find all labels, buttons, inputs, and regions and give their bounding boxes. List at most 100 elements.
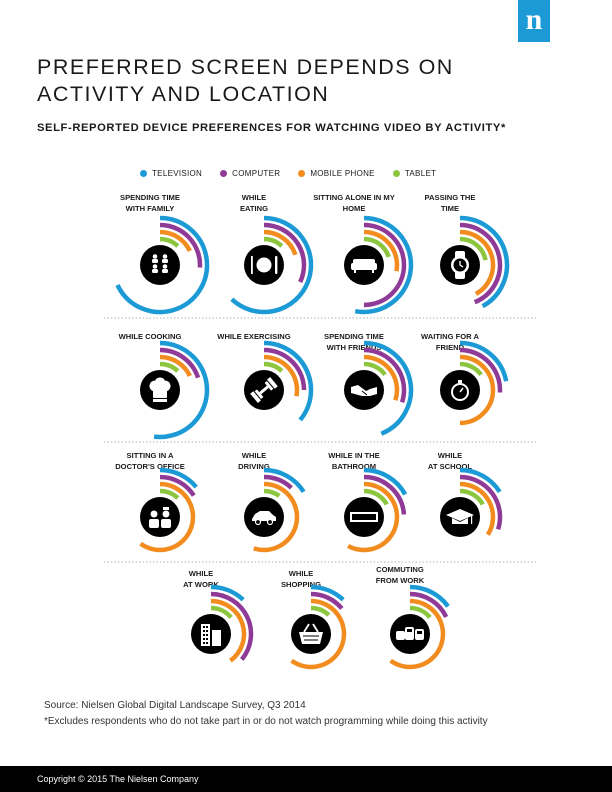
- arc-tablet: [263, 488, 281, 498]
- activity-while-in-the-bathroom: WHILE IN THE BATHROOM: [328, 451, 408, 553]
- arc-tablet: [310, 605, 331, 617]
- activity-label: WHILE AT WORK: [183, 569, 219, 589]
- office-building-icon: [201, 624, 221, 646]
- arc-television: [153, 340, 210, 440]
- arc-computer: [263, 347, 307, 391]
- arc-television: [409, 584, 450, 608]
- arc-mobile-phone: [159, 229, 192, 253]
- arc-mobile-phone: [159, 354, 192, 378]
- arc-television: [115, 215, 210, 315]
- icon-disc: [140, 245, 180, 285]
- arc-tablet: [459, 361, 483, 377]
- arc-computer: [263, 222, 307, 283]
- legend-label-computer: COMPUTER: [232, 168, 281, 178]
- activity-label: PASSING THE TIME: [425, 193, 476, 213]
- activity-label: WHILE IN THE BATHROOM: [328, 451, 379, 471]
- arc-computer: [459, 347, 503, 393]
- arc-tablet: [263, 236, 284, 248]
- arc-television: [354, 215, 414, 315]
- arc-tablet: [263, 361, 284, 373]
- arc-computer: [363, 222, 407, 308]
- arc-computer: [310, 591, 344, 611]
- arc-tablet: [459, 488, 485, 506]
- arc-tablet: [363, 488, 389, 506]
- arc-television: [363, 467, 408, 496]
- arc-mobile-phone: [139, 481, 196, 553]
- activity-label: WHILE COOKING: [119, 332, 182, 341]
- arc-computer: [263, 474, 293, 490]
- arc-computer: [459, 222, 503, 305]
- icon-disc: [140, 497, 180, 537]
- arc-television: [263, 467, 306, 494]
- activity-passing-the-time: PASSING THE TIME: [425, 193, 510, 309]
- arc-television: [459, 467, 502, 494]
- doctor-icon: [149, 507, 171, 528]
- legend-dot-computer: [220, 169, 228, 177]
- legend-dot-tablet: [392, 169, 400, 177]
- arc-tablet: [159, 488, 180, 500]
- arc-mobile-phone: [459, 229, 496, 296]
- page-subtitle: SELF-REPORTED DEVICE PREFERENCES FOR WAT…: [37, 122, 506, 134]
- stopwatch-icon: [451, 380, 469, 401]
- nielsen-logo: n: [518, 0, 550, 42]
- activity-sitting-in-a-doctor-s-office: SITTING IN A DOCTOR'S OFFICE: [115, 451, 198, 553]
- arc-computer: [210, 591, 254, 661]
- arc-tablet: [159, 361, 180, 373]
- activity-label: WHILE EXERCISING: [217, 332, 291, 341]
- sofa-icon: [351, 259, 377, 273]
- legend-item-computer: COMPUTER: [220, 169, 280, 178]
- activity-label: WAITING FOR A FRIEND: [421, 332, 479, 352]
- activity-label: COMMUTING FROM WORK: [376, 565, 425, 585]
- activity-label: WHILE DRIVING: [238, 451, 270, 471]
- arc-computer: [159, 222, 203, 268]
- activity-label: WHILE SHOPPING: [281, 569, 321, 589]
- activity-while-shopping: WHILE SHOPPING: [281, 569, 347, 670]
- watch-icon: [451, 251, 469, 279]
- arc-television: [459, 340, 509, 382]
- activity-while-at-school: WHILE AT SCHOOL: [428, 451, 503, 537]
- activity-label: SPENDING TIME WITH FAMILY: [120, 193, 180, 213]
- legend: TELEVISION COMPUTER MOBILE PHONE TABLET: [140, 166, 436, 180]
- icon-disc: [440, 370, 480, 410]
- chef-hat-icon: [149, 377, 171, 402]
- arc-mobile-phone: [363, 354, 400, 401]
- arc-mobile-phone: [263, 354, 300, 397]
- activity-while-eating: WHILE EATING: [230, 193, 314, 315]
- arc-mobile-phone: [210, 598, 247, 663]
- arc-computer: [363, 347, 407, 404]
- arc-television: [363, 340, 414, 436]
- handshake-icon: [351, 385, 377, 396]
- source-note: Source: Nielsen Global Digital Landscape…: [44, 700, 306, 711]
- activity-label: WHILE EATING: [240, 193, 268, 213]
- legend-item-tablet: TABLET: [392, 168, 437, 178]
- car-icon: [252, 511, 276, 526]
- activity-while-cooking: WHILE COOKING: [119, 332, 210, 440]
- activity-spending-time-with-friends: SPENDING TIME WITH FRIENDS: [324, 332, 414, 436]
- family-icon: [152, 254, 168, 273]
- legend-label-mobile-phone: MOBILE PHONE: [310, 168, 375, 178]
- arc-tablet: [159, 236, 180, 248]
- arc-tablet: [363, 361, 387, 377]
- activity-commuting-from-work: COMMUTING FROM WORK: [376, 565, 450, 670]
- activity-while-exercising: WHILE EXERCISING: [217, 332, 314, 422]
- commute-icon: [396, 627, 424, 640]
- graduation-cap-icon: [446, 509, 474, 524]
- arc-computer: [159, 474, 196, 497]
- activity-label: SITTING IN A DOCTOR'S OFFICE: [115, 451, 185, 471]
- activity-spending-time-with-family: SPENDING TIME WITH FAMILY: [115, 193, 210, 315]
- arc-computer: [159, 347, 201, 379]
- legend-label-tablet: TABLET: [404, 168, 437, 178]
- arc-mobile-phone: [459, 481, 496, 536]
- arc-television: [210, 584, 245, 602]
- arc-tablet: [459, 236, 488, 261]
- arc-television: [459, 215, 510, 309]
- activity-label: SPENDING TIME WITH FRIENDS: [324, 332, 384, 352]
- icon-disc: [191, 614, 231, 654]
- arc-mobile-phone: [459, 354, 496, 426]
- legend-label-television: TELEVISION: [152, 168, 203, 178]
- arc-tablet: [210, 605, 233, 619]
- arc-mobile-phone: [347, 481, 400, 553]
- arc-computer: [409, 591, 449, 619]
- arc-television: [310, 584, 345, 602]
